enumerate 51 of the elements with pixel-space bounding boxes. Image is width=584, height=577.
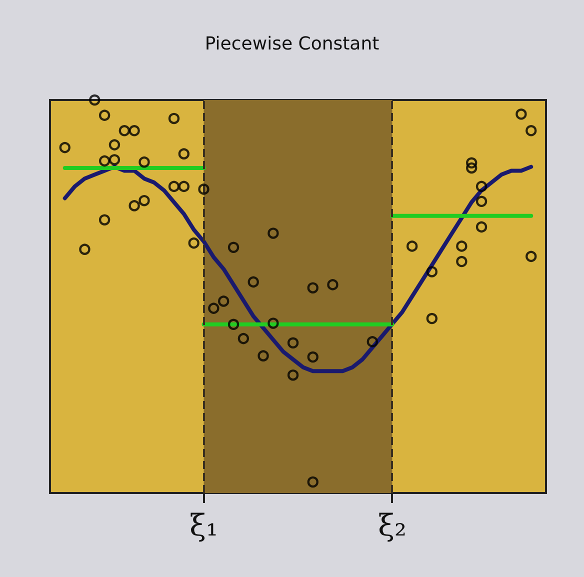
- point: [188, 237, 200, 249]
- point: [128, 125, 140, 136]
- point: [248, 276, 259, 288]
- point: [526, 250, 537, 262]
- point: [59, 142, 70, 154]
- point: [168, 112, 180, 124]
- point: [526, 125, 537, 136]
- point: [268, 318, 279, 329]
- chart-title: Piecewise Constant: [204, 34, 380, 54]
- point: [287, 370, 299, 381]
- point: [476, 221, 488, 233]
- point: [476, 196, 488, 207]
- point: [228, 242, 240, 253]
- point: [218, 296, 230, 307]
- point: [118, 125, 130, 136]
- point: [307, 351, 318, 363]
- x-tick-label: ξ₁: [189, 508, 218, 544]
- point: [327, 279, 338, 290]
- point: [456, 256, 468, 268]
- point: [516, 108, 527, 120]
- point: [258, 350, 269, 362]
- point: [307, 476, 318, 488]
- point: [466, 162, 478, 174]
- point: [198, 184, 210, 195]
- point: [79, 244, 90, 255]
- point: [456, 240, 468, 252]
- point: [476, 180, 488, 192]
- point: [466, 157, 478, 168]
- point: [228, 318, 240, 330]
- point: [128, 200, 140, 212]
- point: [98, 214, 110, 226]
- point: [238, 332, 250, 344]
- point: [178, 148, 190, 160]
- point: [138, 156, 150, 168]
- point: [426, 266, 438, 278]
- point: [178, 180, 190, 192]
- point: [168, 180, 180, 192]
- point: [108, 139, 120, 150]
- point: [138, 195, 150, 206]
- point: [366, 336, 378, 348]
- point: [98, 155, 110, 167]
- point: [287, 337, 299, 348]
- point: [406, 240, 418, 252]
- point: [108, 154, 120, 166]
- point: [307, 282, 318, 294]
- point: [98, 110, 110, 121]
- x-tick-label: ξ₂: [378, 508, 407, 544]
- point: [89, 94, 100, 106]
- point: [208, 302, 220, 314]
- point: [268, 228, 279, 239]
- point: [426, 312, 438, 324]
